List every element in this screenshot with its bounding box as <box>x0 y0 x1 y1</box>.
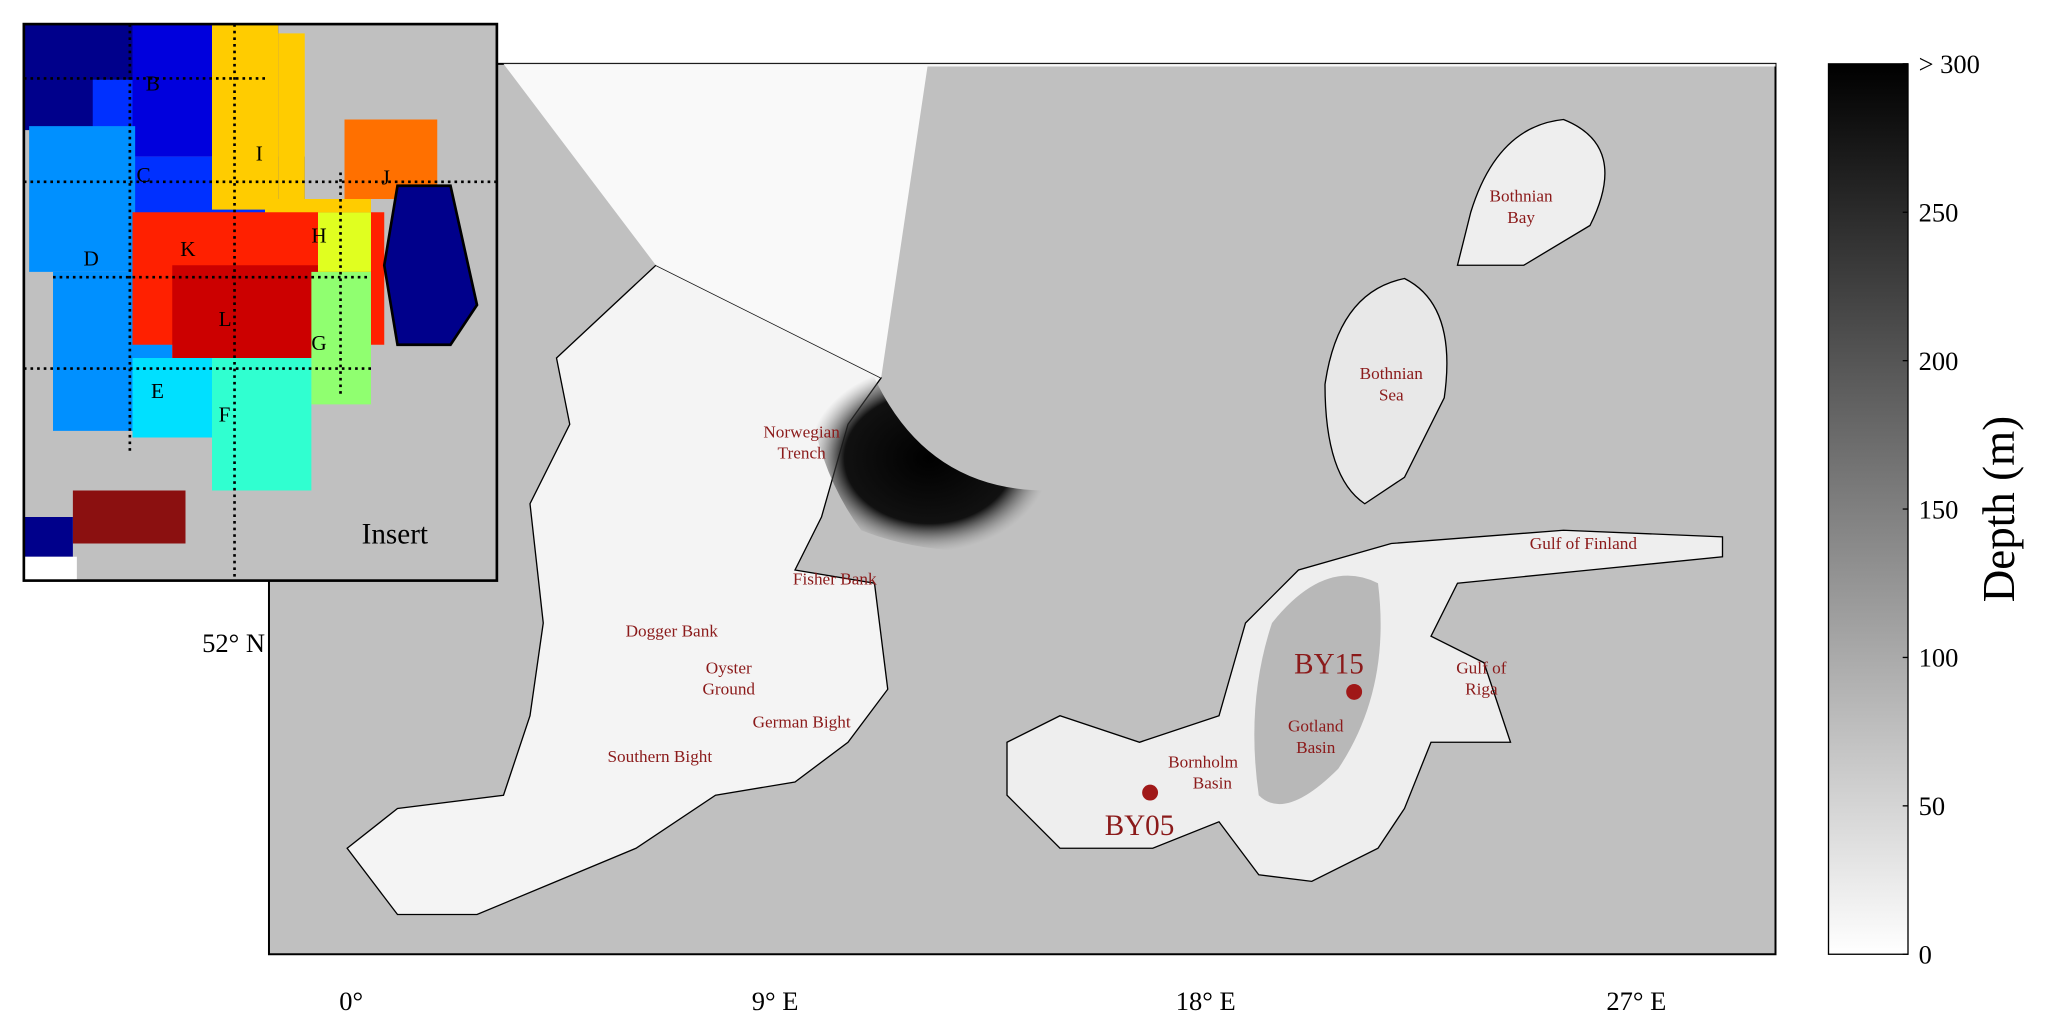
label-norwegian-trench-1: Norwegian <box>763 423 840 442</box>
colorbar-tick-label: 200 <box>1919 346 1959 376</box>
colorbar-tick-label: 150 <box>1919 494 1959 524</box>
label-oyster-ground-2: Ground <box>702 680 755 699</box>
label-bothnian-sea-1: Bothnian <box>1360 364 1424 383</box>
bothnian-bay-area <box>1456 118 1606 266</box>
label-german-bight: German Bight <box>753 713 851 732</box>
lon-tick-27e: 27° E <box>1606 986 1666 1016</box>
insert-region-e: E <box>151 379 164 403</box>
insert-region-h: H <box>311 224 326 248</box>
label-norwegian-trench-2: Trench <box>778 444 827 463</box>
white-unmodelled-area <box>503 63 1776 378</box>
label-gulf-of-finland: Gulf of Finland <box>1530 534 1638 553</box>
north-sea <box>346 264 889 916</box>
colorbar-gradient <box>1827 63 1909 955</box>
insert-region-i: I <box>256 142 263 166</box>
label-bornholm-basin-2: Basin <box>1193 774 1233 793</box>
station-by15-marker <box>1346 683 1363 700</box>
insert-region-f: F <box>219 403 231 427</box>
label-gotland-basin-2: Basin <box>1296 738 1336 757</box>
gotland-deep <box>1254 575 1381 805</box>
lat-tick-52n: 52° N <box>202 628 265 658</box>
lon-tick-0: 0° <box>339 986 363 1016</box>
label-gotland-basin-1: Gotland <box>1288 717 1344 736</box>
skagerrak <box>808 365 1051 552</box>
label-bothnian-bay-1: Bothnian <box>1490 187 1554 206</box>
colorbar-tick-label: 50 <box>1919 791 1946 821</box>
insert-region-d: D <box>83 246 98 270</box>
colorbar-tick-label: > 300 <box>1919 49 1980 79</box>
label-gulf-of-riga-2: Riga <box>1465 680 1498 699</box>
insert-region-l: L <box>219 307 232 331</box>
lon-tick-18e: 18° E <box>1176 986 1236 1016</box>
insert-map: B C D E F G H I J K L Insert <box>22 22 499 582</box>
main-map: Norwegian Trench Fisher Bank Dogger Bank… <box>202 62 1777 1016</box>
insert-region-b: B <box>146 71 160 95</box>
insert-title: Insert <box>362 518 428 550</box>
label-bothnian-bay-2: Bay <box>1507 208 1535 227</box>
label-gulf-of-riga-1: Gulf of <box>1456 658 1506 677</box>
insert-region-g: G <box>311 331 326 355</box>
colorbar-label: Depth (m) <box>1974 416 2024 602</box>
insert-region-k: K <box>180 237 196 261</box>
insert-frame <box>22 22 499 582</box>
label-fisher-bank: Fisher Bank <box>793 570 877 589</box>
colorbar-tick-label: 250 <box>1919 198 1959 228</box>
lon-tick-9e: 9° E <box>752 986 799 1016</box>
label-bothnian-sea-2: Sea <box>1379 385 1404 404</box>
label-oyster-ground-1: Oyster <box>706 658 752 677</box>
insert-grid <box>23 24 497 581</box>
colorbar-tick-label: 0 <box>1919 940 1932 970</box>
colorbar-tick-label: 100 <box>1919 643 1959 673</box>
label-bornholm-basin-1: Bornholm <box>1168 752 1238 771</box>
bothnian-sea-area <box>1324 277 1448 505</box>
station-by05-label: BY05 <box>1105 810 1175 842</box>
insert-region-j: J <box>382 165 390 189</box>
insert-region-c: C <box>136 163 150 187</box>
station-by15-label: BY15 <box>1294 648 1364 680</box>
label-southern-bight: Southern Bight <box>607 747 712 766</box>
station-by05-marker <box>1142 784 1159 801</box>
colorbar: 0 50 100 150 200 250 > 300 Depth (m) <box>1827 49 2024 970</box>
label-dogger-bank: Dogger Bank <box>626 621 719 640</box>
